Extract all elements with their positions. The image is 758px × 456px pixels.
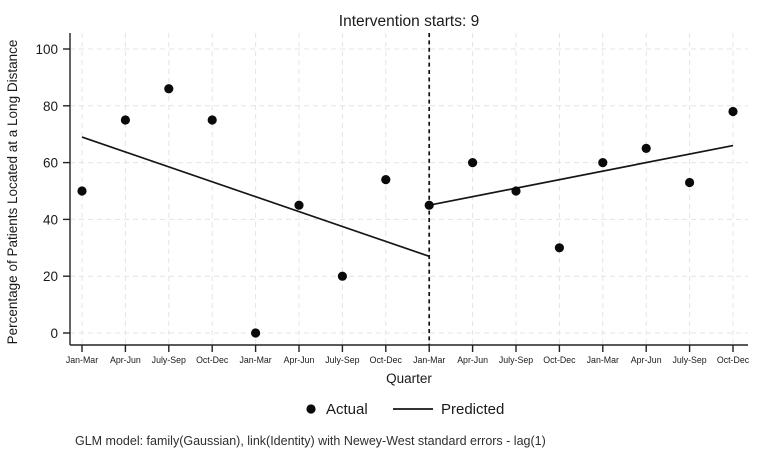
actual-point (598, 158, 608, 168)
actual-point (641, 143, 651, 153)
predicted-line (81, 136, 430, 258)
y-tick-label: 0 (50, 326, 58, 341)
actual-point (424, 200, 434, 210)
x-axis-title: Quarter (386, 371, 432, 386)
gridlines (70, 33, 748, 345)
x-tick-label: Apr-Jun (284, 355, 315, 365)
legend-actual-label: Actual (326, 401, 368, 418)
y-tick-label: 40 (43, 212, 58, 227)
y-axis-title: Percentage of Patients Located at a Long… (5, 40, 20, 345)
x-tick-label: July-Sep (152, 355, 186, 365)
actual-point (120, 115, 130, 125)
actual-points-layer (77, 84, 738, 338)
actual-point (511, 186, 521, 196)
x-tick-label: Oct-Dec (370, 355, 403, 365)
actual-point (337, 271, 347, 281)
actual-point (468, 158, 478, 168)
actual-point (381, 175, 391, 185)
x-tick-label: July-Sep (672, 355, 706, 365)
x-tick-label: July-Sep (325, 355, 359, 365)
actual-point (77, 186, 87, 196)
x-tick-label: Oct-Dec (543, 355, 576, 365)
axes (63, 33, 748, 352)
actual-point (164, 84, 174, 94)
actual-point (294, 200, 304, 210)
tick-labels: 0 20 40 60 80 100 Jan-Mar Apr-Jun July-Sep Oct-De… (35, 42, 749, 365)
actual-point (207, 115, 217, 125)
legend-actual-marker-icon (306, 404, 316, 414)
actual-point (685, 177, 695, 188)
x-tick-label: July-Sep (499, 355, 533, 365)
x-tick-label: Apr-Jun (457, 355, 488, 365)
y-tick-label: 20 (43, 269, 58, 284)
y-tick-label: 100 (35, 42, 58, 57)
chart-title: Intervention starts: 9 (339, 13, 479, 30)
x-tick-label: Apr-Jun (631, 355, 662, 365)
actual-point (251, 328, 261, 338)
x-tick-label: Oct-Dec (717, 355, 750, 365)
x-tick-label: Apr-Jun (110, 355, 141, 365)
x-tick-label: Jan-Mar (413, 355, 445, 365)
model-footnote: GLM model: family(Gaussian), link(Identi… (75, 434, 546, 448)
legend: Actual Predicted (306, 401, 504, 418)
predicted-line (429, 144, 734, 207)
x-tick-label: Jan-Mar (66, 355, 98, 365)
y-tick-label: 80 (43, 99, 58, 114)
x-tick-label: Jan-Mar (587, 355, 619, 365)
y-tick-label: 60 (43, 156, 58, 171)
actual-point (728, 106, 738, 117)
legend-predicted-label: Predicted (441, 401, 504, 418)
x-tick-label: Oct-Dec (196, 355, 229, 365)
actual-point (554, 243, 565, 253)
x-tick-label: Jan-Mar (239, 355, 271, 365)
predicted-lines-layer (81, 136, 734, 258)
